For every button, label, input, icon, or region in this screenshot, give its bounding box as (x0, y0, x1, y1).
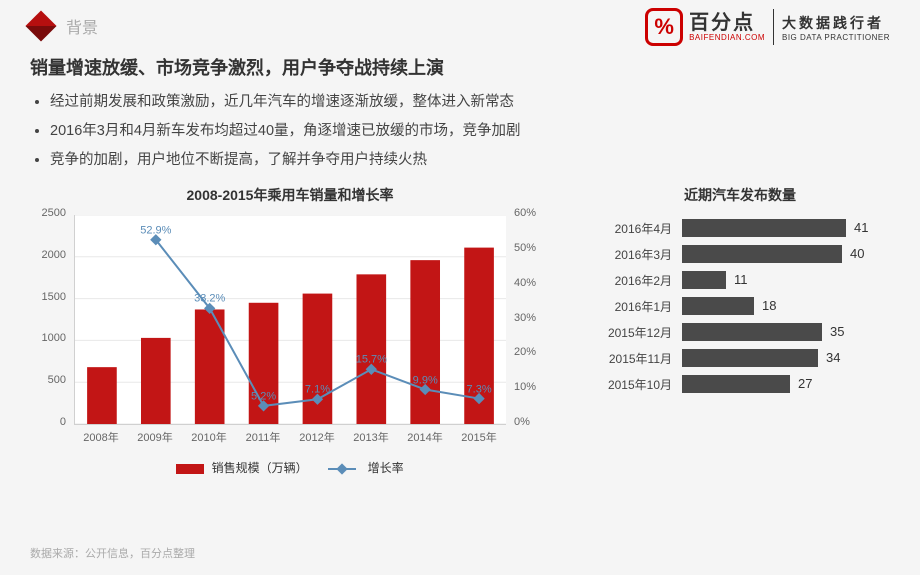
bullet-item: 竞争的加剧，用户地位不断提高，了解并争夺用户持续火热 (50, 146, 870, 175)
legend-bar-swatch (176, 464, 204, 474)
hbar-value: 41 (854, 219, 868, 237)
diamond-icon (25, 10, 56, 41)
y-axis-right: 0% 10% 20% 30% 40% 50% 60% (510, 207, 550, 433)
x-tick-label: 2013年 (344, 429, 398, 445)
hbar-value: 40 (850, 245, 864, 263)
x-tick-label: 2015年 (452, 429, 506, 445)
hbar-track: 34 (682, 349, 890, 367)
hbar-chart: 近期汽车发布数量 2016年4月412016年3月402016年2月112016… (590, 185, 890, 476)
hbar-track: 40 (682, 245, 890, 263)
hbar-label: 2015年11月 (590, 350, 682, 367)
hbar-row: 2016年4月 41 (590, 219, 890, 237)
hbar-row: 2015年10月 27 (590, 375, 890, 393)
hbar-row: 2016年2月 11 (590, 271, 890, 289)
y-left-tick: 0 (30, 416, 66, 428)
line-data-label: 7.3% (467, 383, 492, 395)
combo-chart-title: 2008-2015年乘用车销量和增长率 (30, 185, 550, 205)
hbar-fill (682, 297, 754, 315)
y-right-tick: 50% (514, 242, 550, 254)
line-data-label: 33.2% (194, 293, 225, 305)
legend-line-swatch (324, 463, 364, 475)
hbar-chart-title: 近期汽车发布数量 (590, 185, 890, 205)
x-tick-label: 2012年 (290, 429, 344, 445)
combo-chart: 2008-2015年乘用车销量和增长率 0 500 1000 1500 2000 2500… (30, 185, 550, 476)
hbar-plot-area: 2016年4月 41 2016年3月 40 2016年2月 11 2016年1月 18 2015… (590, 215, 890, 393)
brand-name-cn: 百分点 (689, 12, 765, 34)
hbar-value: 27 (798, 375, 812, 393)
x-tick-label: 2010年 (182, 429, 236, 445)
hbar-row: 2015年11月 34 (590, 349, 890, 367)
hbar-fill (682, 375, 790, 393)
y-right-tick: 40% (514, 277, 550, 289)
hbar-label: 2016年2月 (590, 272, 682, 289)
x-tick-label: 2014年 (398, 429, 452, 445)
hbar-value: 34 (826, 349, 840, 367)
y-left-tick: 1000 (30, 332, 66, 344)
legend-bar-label: 销售规模（万辆） (212, 461, 308, 475)
y-left-tick: 500 (30, 374, 66, 386)
headline: 销量增速放缓、市场竞争激烈，用户争夺战持续上演 (0, 44, 920, 88)
hbar-label: 2015年12月 (590, 324, 682, 341)
hbar-fill (682, 245, 842, 263)
brand-block: % 百分点 BAIFENDIAN.COM 大数据践行者 BIG DATA PRA… (645, 8, 890, 46)
slide-header: 背景 % 百分点 BAIFENDIAN.COM 大数据践行者 BIG DATA … (0, 0, 920, 44)
hbar-value: 35 (830, 323, 844, 341)
section-label: 背景 (66, 14, 98, 38)
y-right-tick: 10% (514, 381, 550, 393)
brand-logo-icon: % (645, 8, 683, 46)
y-axis-left: 0 500 1000 1500 2000 2500 (30, 207, 70, 433)
hbar-fill (682, 323, 822, 341)
hbar-fill (682, 219, 846, 237)
y-left-tick: 2500 (30, 207, 66, 219)
bullet-item: 经过前期发展和政策激励，近几年汽车的增速逐渐放缓，整体进入新常态 (50, 88, 870, 117)
line-data-label: 15.7% (356, 354, 387, 366)
line-data-label: 7.1% (305, 384, 330, 396)
brand-slogan-cn: 大数据践行者 (782, 13, 890, 33)
combo-legend: 销售规模（万辆） 增长率 (30, 459, 550, 476)
hbar-track: 41 (682, 219, 890, 237)
line-data-label: 5.2% (251, 390, 276, 402)
hbar-label: 2016年1月 (590, 298, 682, 315)
brand-slogan-en: BIG DATA PRACTITIONER (782, 33, 890, 42)
y-left-tick: 1500 (30, 291, 66, 303)
y-left-tick: 2000 (30, 249, 66, 261)
y-right-tick: 20% (514, 346, 550, 358)
hbar-label: 2015年10月 (590, 376, 682, 393)
x-tick-label: 2008年 (74, 429, 128, 445)
hbar-row: 2016年3月 40 (590, 245, 890, 263)
brand-name-en: BAIFENDIAN.COM (689, 34, 765, 43)
y-right-tick: 60% (514, 207, 550, 219)
hbar-label: 2016年4月 (590, 220, 682, 237)
legend-line-label: 增长率 (368, 461, 404, 475)
y-right-tick: 0% (514, 416, 550, 428)
combo-svg (75, 215, 506, 424)
y-right-tick: 30% (514, 312, 550, 324)
hbar-value: 18 (762, 297, 776, 315)
hbar-fill (682, 271, 726, 289)
hbar-track: 18 (682, 297, 890, 315)
data-source-footer: 数据来源：公开信息，百分点整理 (30, 545, 195, 561)
x-tick-label: 2011年 (236, 429, 290, 445)
x-tick-label: 2009年 (128, 429, 182, 445)
hbar-label: 2016年3月 (590, 246, 682, 263)
hbar-fill (682, 349, 818, 367)
line-data-label: 52.9% (140, 224, 171, 236)
hbar-value: 11 (734, 271, 748, 289)
bullet-item: 2016年3月和4月新车发布均超过40量，角逐增速已放缓的市场，竞争加剧 (50, 117, 870, 146)
line-data-label: 9.9% (413, 374, 438, 386)
hbar-row: 2015年12月 35 (590, 323, 890, 341)
hbar-track: 11 (682, 271, 890, 289)
brand-divider (773, 9, 774, 45)
hbar-track: 35 (682, 323, 890, 341)
hbar-row: 2016年1月 18 (590, 297, 890, 315)
hbar-track: 27 (682, 375, 890, 393)
combo-plot-area: 52.9% 33.2% 5.2% 7.1% 15.7% 9.9% 7.3% (74, 215, 506, 425)
bullet-list: 经过前期发展和政策激励，近几年汽车的增速逐渐放缓，整体进入新常态 2016年3月… (0, 88, 920, 175)
x-axis-labels: 2008年2009年2010年2011年2012年2013年2014年2015年 (74, 429, 506, 445)
